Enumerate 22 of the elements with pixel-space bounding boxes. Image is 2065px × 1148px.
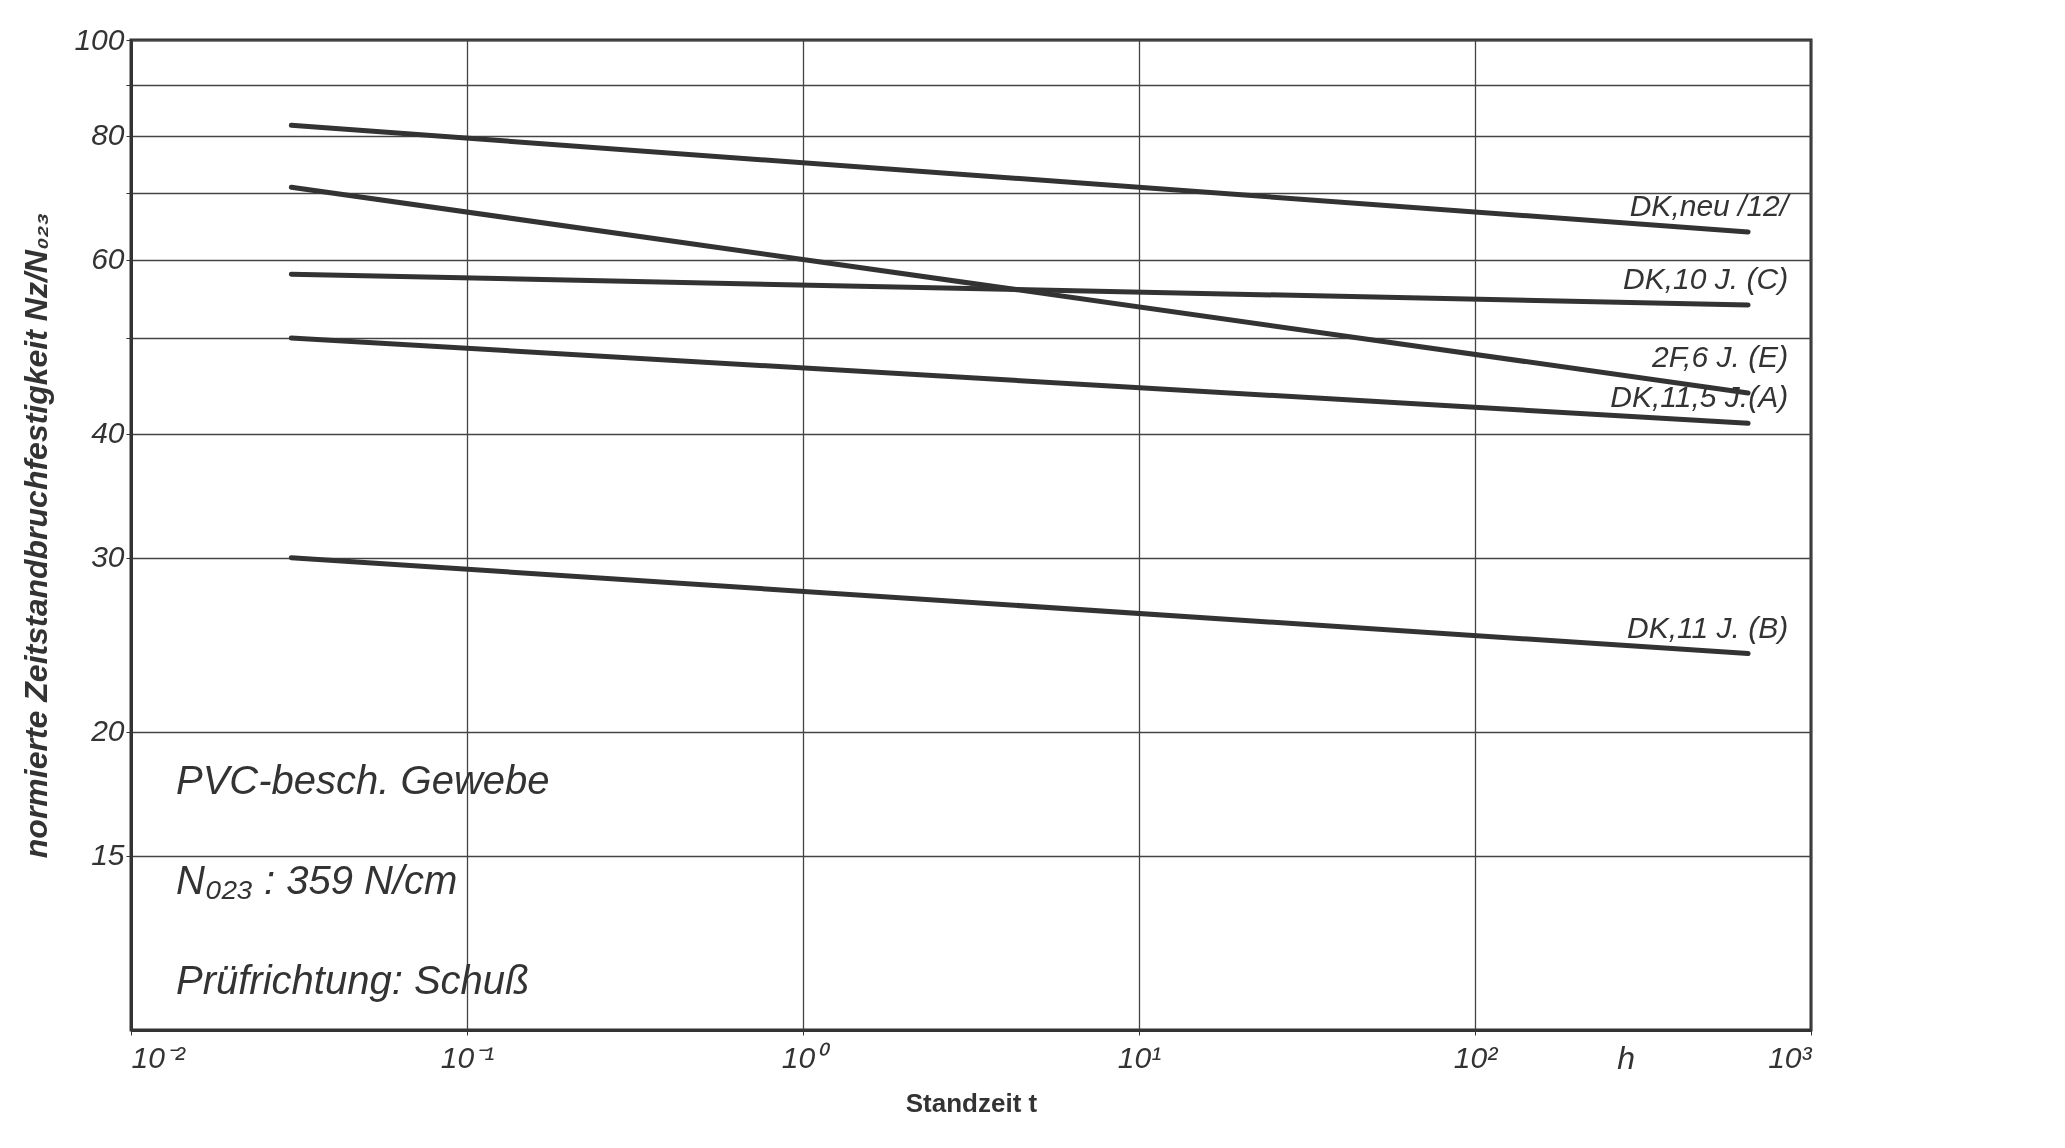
y-tick-label: 30	[91, 540, 125, 574]
annotation: N₀₂₃ : 359 N/cm	[176, 858, 458, 902]
y-tick-label: 100	[74, 22, 125, 56]
x-axis-title: Standzeit t	[905, 1087, 1038, 1118]
x-tick-label: 10⁻¹	[440, 1040, 495, 1074]
series-label: DK,neu /12/	[1629, 188, 1791, 222]
text: h	[1617, 1040, 1636, 1076]
x-tick-label: 10²	[1453, 1040, 1499, 1074]
y-tick-label: 40	[91, 416, 125, 450]
y-tick-label: 15	[91, 838, 125, 872]
x-tick-label: 10⁰	[781, 1040, 832, 1074]
series-label: 2F,6 J. (E)	[1650, 340, 1789, 374]
series-label: DK,11,5 J.(A)	[1610, 380, 1789, 414]
x-tick-label: 10⁻²	[131, 1040, 186, 1074]
y-axis-title: normierte Zeitstandbruchfestigkeit Nz/N₀₂₃	[18, 212, 55, 859]
series-label: DK,11 J. (B)	[1626, 610, 1789, 644]
y-tick-label: 20	[90, 714, 125, 748]
x-tick-label: 10³	[1768, 1040, 1813, 1074]
x-tick-label: 10¹	[1117, 1040, 1162, 1074]
y-tick-label: 80	[91, 118, 125, 152]
series-label: DK,10 J. (C)	[1623, 261, 1789, 295]
y-tick-label: 60	[91, 242, 125, 276]
